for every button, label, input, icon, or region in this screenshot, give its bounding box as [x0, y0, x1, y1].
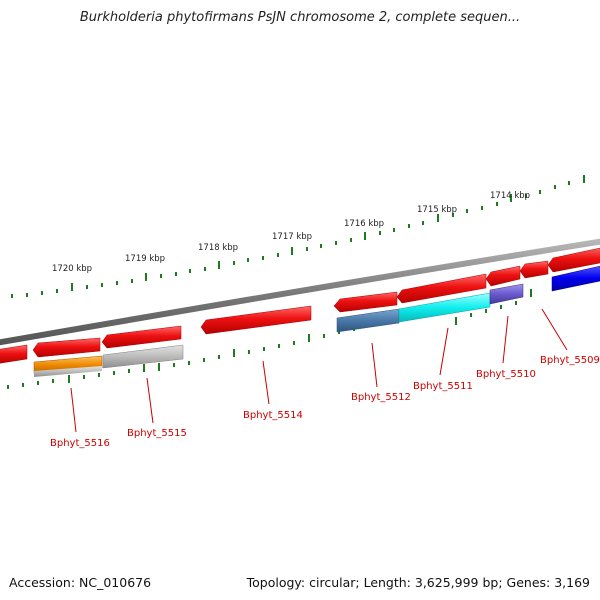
- topology-summary-text: Topology: circular; Length: 3,625,999 bp…: [246, 575, 590, 590]
- cds-block-cyan[interactable]: [398, 292, 491, 323]
- cds-block-steelblue[interactable]: [336, 308, 400, 333]
- gene-arrow-bphyt-5509[interactable]: [519, 260, 549, 279]
- map-title: Burkholderia phytofirmans PsJN chromosom…: [79, 10, 521, 25]
- gene-arrow-bphyt-5512[interactable]: [333, 291, 398, 313]
- cds-block-grey-under-orange[interactable]: [34, 366, 102, 377]
- accession-text: Accession: NC_010676: [9, 575, 152, 590]
- chromosome-backbone: [0, 238, 600, 346]
- outer-tick-ring: [11, 175, 585, 298]
- red-gene-track: [0, 247, 600, 364]
- gene-arrow-bphyt-5511[interactable]: [396, 273, 487, 304]
- gene-arrow-bphyt-5508[interactable]: [547, 247, 600, 273]
- gene-label-bphyt-5512[interactable]: Bphyt_5512: [351, 392, 411, 403]
- scale-label-1715: 1715 kbp: [417, 205, 457, 215]
- scale-label-1717: 1717 kbp: [272, 232, 312, 242]
- cds-block-grey[interactable]: [102, 344, 184, 369]
- cds-block-slateblue[interactable]: [489, 283, 524, 305]
- gene-label-bphyt-5515[interactable]: Bphyt_5515: [127, 428, 187, 439]
- scale-label-1716: 1716 kbp: [344, 219, 384, 229]
- cds-track: [33, 265, 600, 377]
- gene-label-bphyt-5510[interactable]: Bphyt_5510: [476, 369, 536, 380]
- gene-label-bphyt-5511[interactable]: Bphyt_5511: [413, 381, 473, 392]
- scale-label-1720: 1720 kbp: [52, 264, 92, 274]
- gene-label-bphyt-5509[interactable]: Bphyt_5509: [540, 355, 600, 366]
- scale-label-1714: 1714 kbp: [490, 191, 530, 201]
- gene-arrow-bphyt-5514[interactable]: [200, 305, 312, 335]
- gene-arrow-bphyt-5515[interactable]: [101, 325, 182, 349]
- scale-label-1718: 1718 kbp: [198, 243, 238, 253]
- scale-label-1719: 1719 kbp: [125, 254, 165, 264]
- gene-label-leaders: [70, 308, 568, 433]
- gene-label-bphyt-5514[interactable]: Bphyt_5514: [243, 410, 303, 421]
- gene-label-bphyt-5516[interactable]: Bphyt_5516: [50, 438, 110, 449]
- gene-arrow-bphyt-5516[interactable]: [0, 344, 28, 364]
- gene-arrow-bphyt-5510[interactable]: [485, 265, 521, 287]
- cds-block-blue[interactable]: [551, 265, 600, 292]
- gene-arrow-bphyt-5516b[interactable]: [32, 337, 101, 358]
